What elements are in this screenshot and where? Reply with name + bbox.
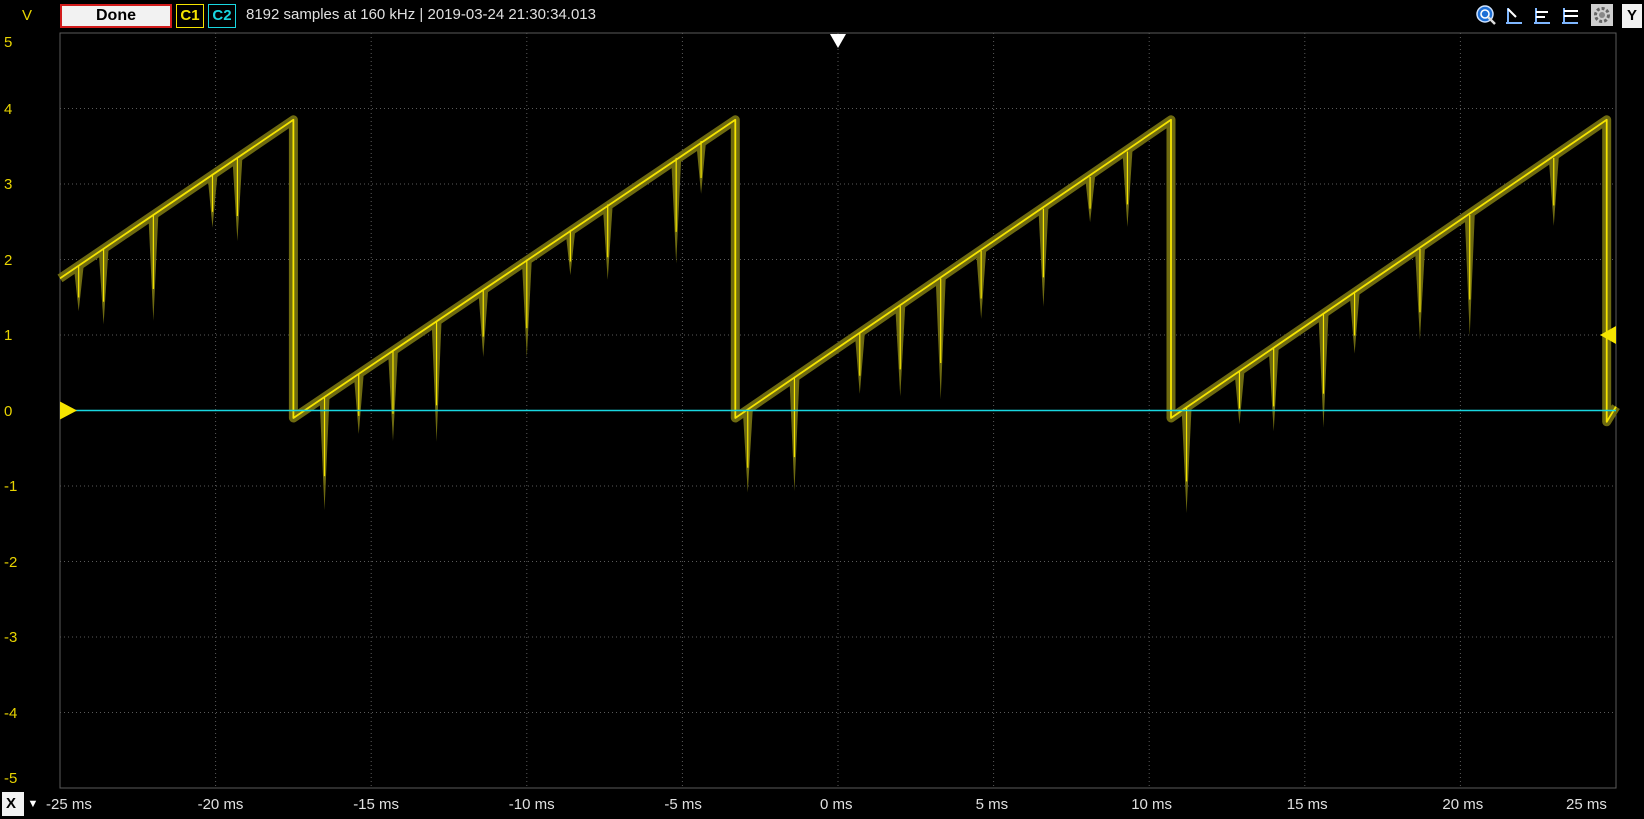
- y-axis-button[interactable]: Y: [1622, 4, 1642, 28]
- y-tick-label: -4: [4, 704, 18, 722]
- x-tick-label: -20 ms: [197, 796, 244, 813]
- channel-1-offset-marker: [60, 401, 77, 420]
- x-tick-label: 10 ms: [1131, 796, 1173, 813]
- y-tick-label: -3: [4, 629, 18, 646]
- y-tick-label: -5: [4, 770, 18, 787]
- channel-1-button[interactable]: C1: [176, 4, 204, 28]
- x-tick-label: -15 ms: [353, 796, 400, 813]
- x-axis-button-label: X: [6, 795, 17, 812]
- y-tick-label: 2: [4, 251, 13, 269]
- cursor-align-icon[interactable]: [1531, 4, 1553, 26]
- zoom-icon[interactable]: [1475, 4, 1497, 26]
- cursor-left-icon[interactable]: [1503, 4, 1525, 26]
- y-tick-label: -1: [4, 478, 18, 495]
- y-unit-label: V: [22, 7, 33, 24]
- toolbar: V Done C1 C2 8192 samples at 160 kHz | 2…: [0, 0, 1644, 32]
- acquisition-status-button[interactable]: Done: [60, 4, 172, 28]
- x-tick-label: -25 ms: [46, 796, 92, 813]
- x-axis-button[interactable]: X ▼: [2, 792, 42, 816]
- chevron-down-icon[interactable]: ▼: [24, 792, 42, 816]
- y-tick-label: -2: [4, 553, 18, 571]
- y-tick-label: 0: [4, 402, 13, 420]
- y-tick-label: 4: [4, 100, 13, 118]
- x-tick-label: 0 ms: [820, 796, 853, 813]
- x-tick-label: -5 ms: [664, 796, 702, 813]
- x-tick-label: 5 ms: [975, 796, 1009, 813]
- y-tick-label: 3: [4, 176, 13, 193]
- acquisition-info: 8192 samples at 160 kHz | 2019-03-24 21:…: [246, 6, 596, 23]
- x-tick-label: 15 ms: [1286, 796, 1328, 813]
- settings-gear-icon[interactable]: [1591, 4, 1613, 26]
- x-tick-label: -10 ms: [508, 796, 555, 813]
- x-tick-label: 20 ms: [1442, 796, 1484, 813]
- x-tick-label: 25 ms: [1566, 796, 1607, 813]
- trigger-level-marker: [1600, 326, 1616, 344]
- channel-2-button[interactable]: C2: [208, 4, 236, 28]
- trigger-time-marker: [830, 34, 846, 48]
- cursor-right-icon[interactable]: [1559, 4, 1581, 26]
- y-tick-label: 5: [4, 34, 13, 51]
- y-tick-label: 1: [4, 327, 13, 344]
- c1-trace: [59, 118, 1617, 423]
